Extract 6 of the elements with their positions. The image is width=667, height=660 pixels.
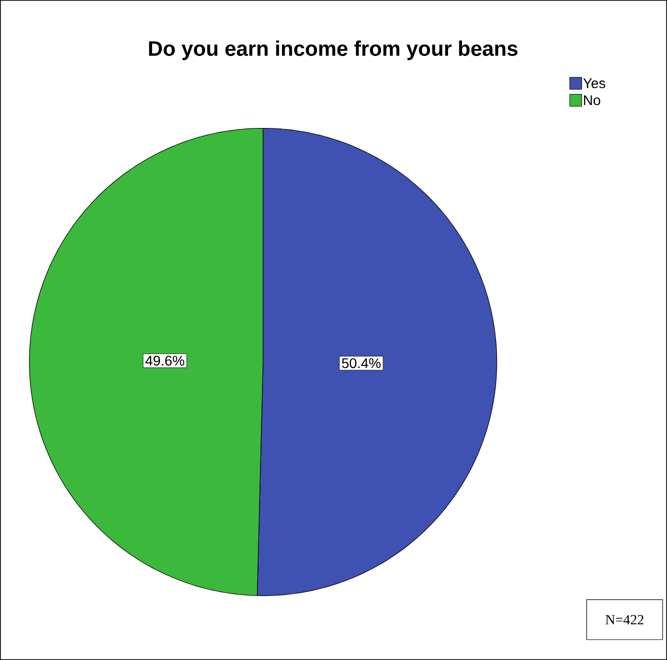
data-label: 50.4% bbox=[342, 358, 381, 368]
text: N=422 bbox=[606, 615, 644, 624]
chart-title: Do you earn income from your beans bbox=[149, 40, 518, 60]
data-label: 49.6% bbox=[145, 356, 184, 366]
legend-label: No bbox=[584, 95, 600, 106]
legend-label: Yes bbox=[583, 78, 606, 88]
